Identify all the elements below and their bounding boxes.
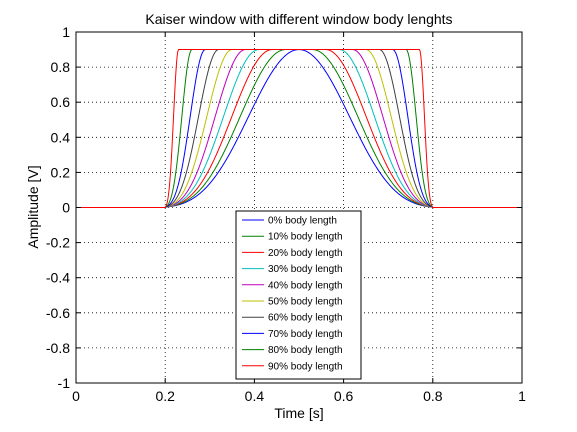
x-axis-label: Time [s] — [274, 405, 323, 421]
legend-label-7: 70% body length — [268, 329, 343, 340]
legend-label-0: 0% body length — [268, 216, 337, 227]
y-tick-label: 0 — [62, 200, 70, 216]
x-tick-label: 1 — [518, 388, 526, 404]
x-tick-label: 0.8 — [423, 388, 443, 404]
y-tick-label: -0.8 — [46, 340, 70, 356]
chart-title: Kaiser window with different window body… — [145, 11, 452, 27]
y-tick-label: -0.2 — [46, 235, 70, 251]
legend-label-9: 90% body length — [268, 361, 343, 372]
y-tick-label: 1 — [62, 24, 70, 40]
y-tick-label: 0.2 — [51, 164, 71, 180]
y-tick-label: 0.4 — [51, 129, 71, 145]
legend-label-8: 80% body length — [268, 345, 343, 356]
y-tick-label: -0.4 — [46, 270, 70, 286]
y-tick-label: 0.8 — [51, 59, 71, 75]
x-tick-label: 0 — [72, 388, 80, 404]
y-tick-label: -0.6 — [46, 305, 70, 321]
legend-box — [235, 210, 362, 380]
series-layer — [76, 49, 522, 208]
legend-label-4: 40% body length — [268, 280, 343, 291]
legend: 0% body length 10% body length 20% body le… — [235, 210, 362, 380]
legend-label-5: 50% body length — [268, 297, 343, 308]
legend-label-1: 10% body length — [268, 232, 343, 243]
x-tick-label: 0.2 — [155, 388, 175, 404]
x-tick-label: 0.6 — [334, 388, 354, 404]
x-tick-label: 0.4 — [245, 388, 265, 404]
y-axis-label: Amplitude [V] — [25, 165, 41, 248]
legend-label-6: 60% body length — [268, 313, 343, 324]
y-tick-label: -1 — [58, 375, 71, 391]
series-line-9 — [76, 49, 522, 208]
ticks: 0 0.2 0.4 0.6 0.8 1 -1 -0.8 -0.6 -0.4 -0.2 0 0.2 0.4 0… — [46, 24, 526, 404]
legend-label-2: 20% body length — [268, 248, 343, 259]
y-tick-label: 0.6 — [51, 94, 71, 110]
legend-label-3: 30% body length — [268, 264, 343, 275]
